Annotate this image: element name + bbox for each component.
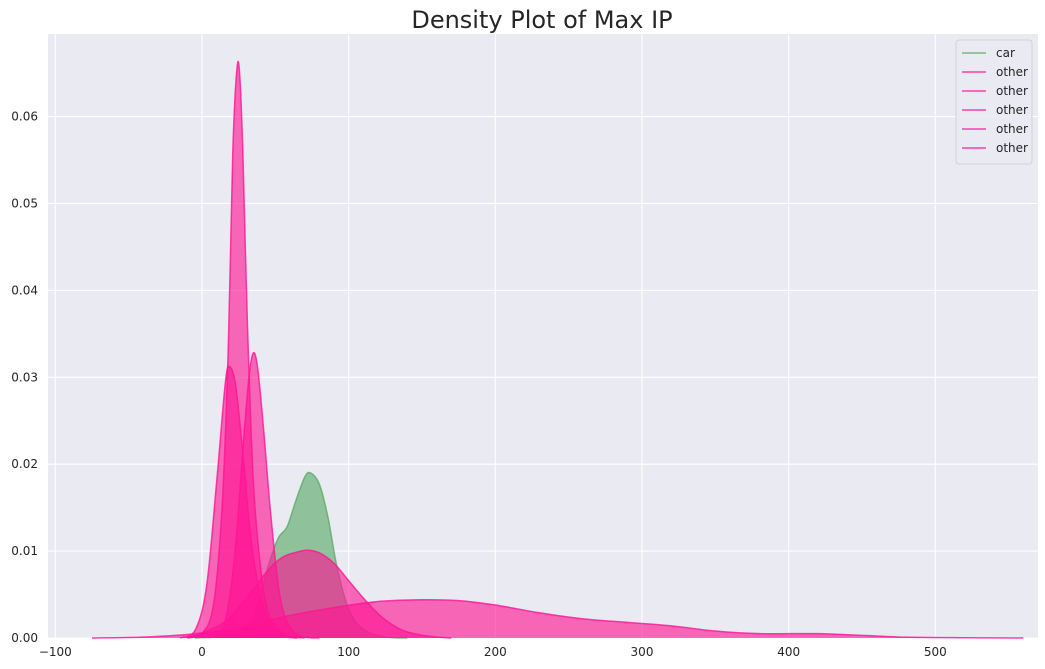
series-area-3 [209,352,320,638]
legend-box [955,39,1033,165]
legend-label-5: other [996,141,1028,155]
legend-label-2: other [996,84,1028,98]
chart-title: Density Plot of Max IP [411,6,672,34]
legend-label-3: other [996,103,1028,117]
x-tick-label-1: 0 [198,645,206,659]
legend-label-4: other [996,122,1028,136]
y-tick-label-3: 0.03 [11,370,38,384]
y-tick-label-0: 0.00 [11,631,38,645]
y-tick-label-4: 0.04 [11,283,38,297]
grid-lines [48,34,1038,639]
x-tick-label-5: 400 [777,645,800,659]
y-tick-label-6: 0.06 [11,110,38,124]
x-tick-label-4: 300 [631,645,654,659]
y-axis-ticks: 0.00 0.01 0.02 0.03 0.04 0.05 0.06 [11,110,38,645]
legend-label-1: other [996,65,1028,79]
series-line-5 [91,598,1024,639]
x-axis-ticks: −100 0 100 200 300 400 500 [39,645,947,659]
series-area-1 [187,61,305,639]
series-area-4 [187,550,452,638]
y-tick-label-5: 0.05 [11,196,38,210]
plot-area [48,34,1038,638]
x-tick-label-2: 100 [337,645,360,659]
series-layer [91,60,1024,639]
x-tick-label-6: 500 [924,645,947,659]
y-tick-label-2: 0.02 [11,457,38,471]
legend: car other other other other other [955,39,1033,165]
x-tick-label-0: −100 [39,645,72,659]
x-tick-label-3: 200 [484,645,507,659]
legend-label-0: car [996,46,1015,60]
y-tick-label-1: 0.01 [11,544,38,558]
